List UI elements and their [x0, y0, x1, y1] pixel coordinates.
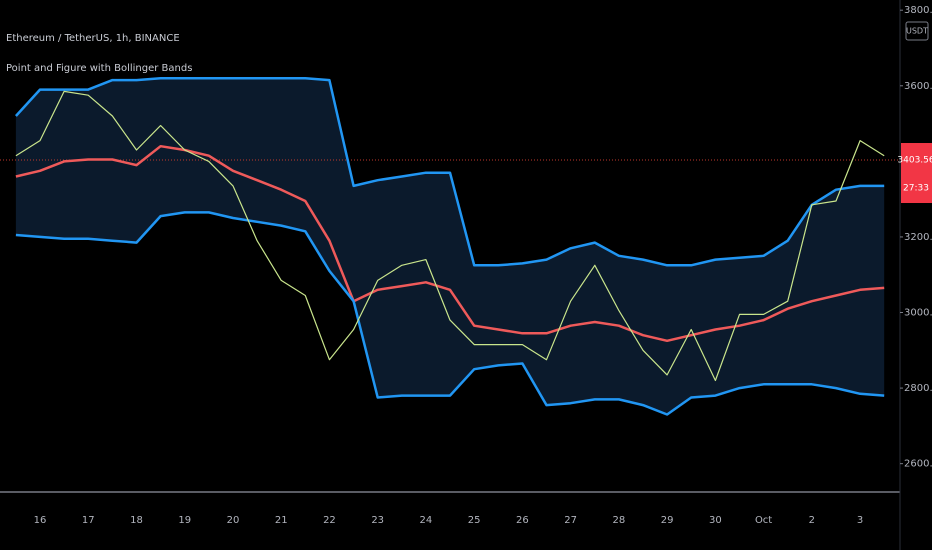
x-tick-label: 3 [857, 515, 863, 526]
x-tick-label: 22 [323, 515, 336, 526]
currency-label[interactable]: USDT [906, 27, 928, 36]
y-tick-label: 3800.00 [904, 5, 932, 16]
x-tick-label: Oct [755, 515, 772, 526]
x-tick-label: 2 [809, 515, 815, 526]
x-tick-label: 21 [275, 515, 288, 526]
series-line [15, 90, 885, 382]
x-tick-label: 18 [130, 515, 143, 526]
x-tick-label: 26 [516, 515, 529, 526]
x-tick-label: 17 [82, 515, 95, 526]
price-tag-label: 3403.56 [897, 156, 932, 166]
y-tick-label: 2600.00 [904, 459, 932, 470]
x-tick-label: 29 [661, 515, 674, 526]
x-tick-label: 28 [613, 515, 626, 526]
x-tick-label: 16 [34, 515, 47, 526]
y-tick-label: 3600.00 [904, 81, 932, 92]
x-tick-label: 27 [564, 515, 577, 526]
price-tag [901, 143, 932, 204]
y-tick-label: 3000.00 [904, 308, 932, 319]
currency-box[interactable] [905, 21, 929, 41]
x-tick-label: 30 [709, 515, 722, 526]
countdown-label: 27:33 [903, 184, 929, 194]
series-line [15, 211, 885, 416]
chart-title: Ethereum / TetherUS, 1h, BINANCE [6, 33, 180, 44]
series-line [14, 76, 885, 267]
plot-area [0, 76, 900, 416]
x-tick-label: 19 [178, 515, 191, 526]
y-tick-label: 3200.00 [904, 232, 932, 243]
y-tick-label: 2800.00 [904, 383, 932, 394]
indicator-title: Point and Figure with Bollinger Bands [6, 63, 192, 74]
x-tick-label: 20 [227, 515, 240, 526]
band-fill [15, 78, 885, 415]
series-line [15, 144, 885, 343]
x-tick-label: 24 [420, 515, 433, 526]
x-tick-label: 25 [468, 515, 481, 526]
x-tick-label: 23 [371, 515, 384, 526]
